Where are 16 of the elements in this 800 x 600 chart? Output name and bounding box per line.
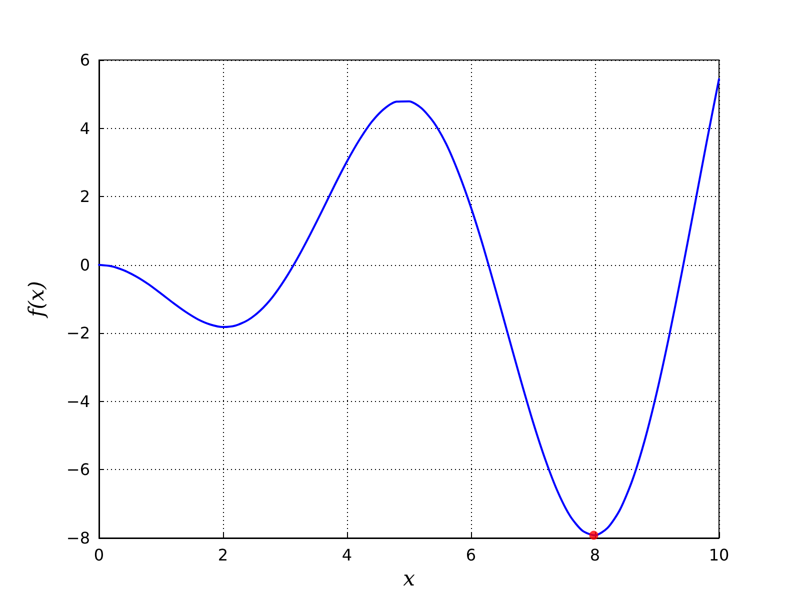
x-tick-label: 6	[466, 546, 476, 564]
y-tick-label: 4	[80, 118, 90, 138]
y-tick-label: 0	[80, 255, 90, 274]
x-tick-label: 4	[342, 546, 352, 564]
x-tick-label: 0	[94, 546, 104, 564]
y-tick-label: 2	[80, 187, 90, 206]
x-axis-title: x	[403, 566, 416, 590]
x-tick-label: 2	[218, 546, 228, 564]
y-tick-label: −2	[66, 324, 90, 343]
y-tick-label: −8	[66, 528, 90, 548]
y-tick-label: −6	[66, 460, 90, 480]
x-tick-label: 10	[708, 546, 730, 564]
y-tick-label: 6	[80, 50, 90, 70]
y-tick-label: −4	[66, 392, 90, 411]
x-tick-label: 8	[590, 546, 600, 564]
y-axis-title: f(x)	[24, 280, 48, 320]
